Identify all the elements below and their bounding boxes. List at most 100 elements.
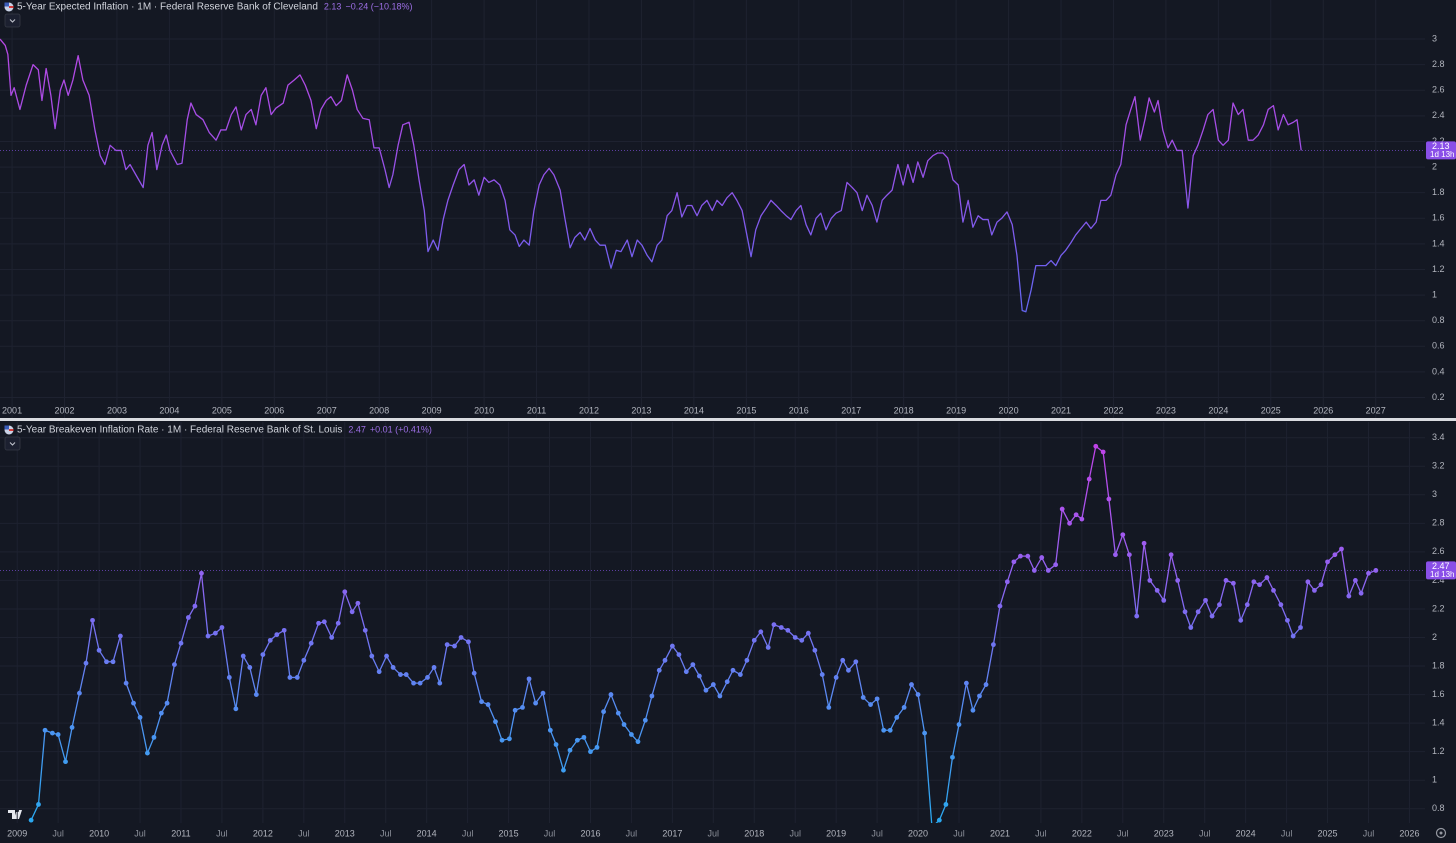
point-marker (369, 653, 375, 659)
point-marker (629, 732, 634, 737)
x-tick-label: Jul (1281, 828, 1293, 838)
point-marker (355, 600, 361, 606)
point-marker (1113, 552, 1118, 558)
point-marker (696, 673, 702, 679)
point-marker (145, 750, 150, 756)
point-marker (826, 705, 832, 710)
point-marker (737, 672, 743, 677)
point-marker (991, 642, 996, 648)
x-tick-label: Jul (1199, 828, 1211, 838)
y-tick-label: 3 (1432, 33, 1437, 43)
point-marker (1141, 540, 1147, 546)
point-marker (881, 727, 887, 733)
x-tick-label: 2020 (908, 828, 928, 838)
point-marker (1271, 587, 1276, 593)
pane-divider (0, 418, 1456, 421)
point-marker (308, 640, 314, 646)
point-marker (730, 667, 736, 673)
x-tick-label: 2013 (631, 405, 651, 415)
gear[interactable] (1435, 827, 1447, 839)
point-marker (335, 620, 341, 626)
x-tick-label: 2003 (107, 405, 127, 415)
x-tick-label: Jul (1035, 828, 1047, 838)
x-tick-label: Jul (216, 828, 228, 838)
point-marker (390, 665, 396, 670)
point-marker (233, 706, 239, 712)
x-tick-label: Jul (298, 828, 310, 838)
point-marker (1305, 579, 1311, 585)
point-marker (997, 603, 1003, 609)
x-tick-label: 2019 (946, 405, 966, 415)
point-marker (1147, 578, 1153, 583)
point-marker (1209, 613, 1215, 619)
point-marker (909, 682, 914, 687)
x-tick-label: 2006 (264, 405, 284, 415)
y-tick-label: 2.6 (1432, 85, 1445, 95)
point-marker (137, 714, 143, 720)
flag-stripe (4, 425, 9, 430)
x-tick-label: 2001 (2, 405, 22, 415)
collapse-button[interactable] (4, 436, 21, 451)
point-marker (642, 717, 648, 723)
point-marker (676, 652, 682, 658)
y-tick-label: 0.6 (1432, 341, 1445, 351)
point-marker (117, 633, 123, 639)
point-marker (1358, 590, 1364, 596)
point-marker (778, 625, 784, 630)
point-marker (417, 680, 423, 686)
x-tick-label: Jul (380, 828, 392, 838)
collapse-chevron[interactable] (9, 442, 16, 446)
point-marker (1011, 559, 1017, 565)
y-tick-label: 0.8 (1432, 803, 1445, 813)
settings-icon[interactable] (1435, 827, 1447, 839)
point-marker (247, 665, 253, 670)
x-tick-label: 2015 (736, 405, 756, 415)
point-marker (411, 680, 416, 686)
point-marker (792, 635, 798, 640)
point-marker (403, 672, 409, 677)
point-marker (329, 635, 335, 640)
flag-stripe (4, 2, 9, 7)
point-marker (485, 702, 491, 707)
series-line (0, 38, 1302, 313)
point-marker (656, 667, 662, 673)
last-value-label: 2.47 (1432, 561, 1450, 571)
last-value-badge (1426, 561, 1456, 580)
series-title: 5-Year Breakeven Inflation Rate · 1M · F… (17, 425, 342, 436)
point-marker (274, 632, 280, 638)
gear-center[interactable] (1439, 831, 1443, 835)
point-marker (901, 705, 907, 710)
point-marker (744, 657, 750, 663)
point-marker (1373, 568, 1379, 573)
point-marker (316, 620, 321, 626)
point-marker (321, 619, 327, 625)
x-tick-label: 2014 (684, 405, 704, 415)
point-marker (846, 667, 851, 673)
point-marker (267, 637, 273, 643)
countdown-label: 1d 13h (1430, 570, 1454, 579)
collapse-button[interactable] (4, 13, 21, 28)
point-marker (77, 690, 82, 696)
point-marker (1182, 609, 1188, 615)
x-tick-label: 2025 (1318, 828, 1338, 838)
point-marker (512, 707, 518, 713)
x-tick-label: 2016 (789, 405, 809, 415)
x-tick-label: 2013 (335, 828, 355, 838)
point-marker (158, 710, 164, 716)
collapse-chevron[interactable] (9, 19, 16, 23)
x-tick-label: 2002 (54, 405, 74, 415)
x-tick-label: 2010 (89, 828, 109, 838)
point-marker (398, 672, 403, 677)
x-tick-label: 2018 (744, 828, 764, 838)
x-tick-label: 2023 (1154, 828, 1174, 838)
point-marker (805, 630, 811, 636)
point-marker (1312, 587, 1317, 593)
x-tick-label: 2011 (527, 405, 546, 415)
point-marker (172, 662, 177, 667)
x-tick-label: 2025 (1261, 405, 1281, 415)
point-marker (963, 680, 969, 686)
point-marker (185, 615, 191, 620)
point-marker (1366, 570, 1371, 576)
x-tick-label: 2005 (212, 405, 232, 415)
